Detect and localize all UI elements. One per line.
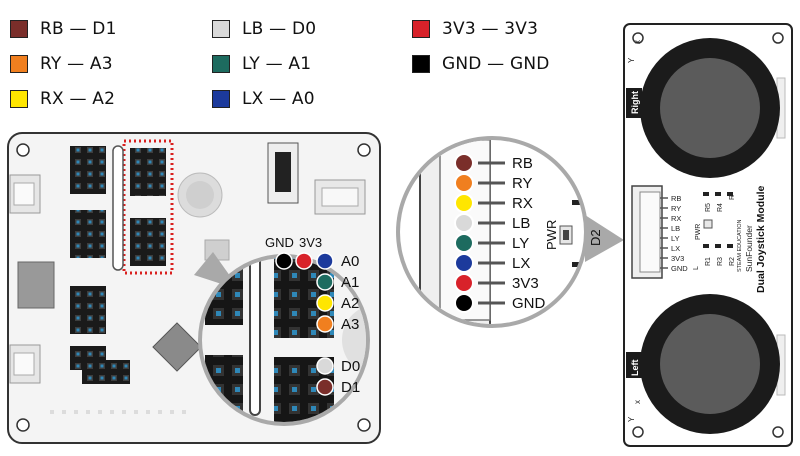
legend-label: 3V3 — 3V3 [442,19,539,39]
module-r1: R1 [705,257,712,266]
module-pwr: PWR [695,224,702,240]
legend-swatch [10,90,28,108]
conn-pwr-label: PWR [544,220,559,250]
left-axis-y: Y [627,416,636,422]
module-brand: SunFounder [744,225,754,272]
pin-3v3-dot [295,252,313,270]
conn-lb-dot [454,213,474,233]
legend-item-gnd: GND — GND [412,53,550,75]
conn-label-3v3: 3V3 [512,275,539,292]
pin-a1-dot [316,273,334,291]
legend-swatch [10,55,28,73]
left-tab-label: Left [630,360,640,377]
legend-label: RB — D1 [40,19,117,39]
module-sub-brand: STEAM EDUCATION [737,220,743,272]
pin-a3-dot [316,315,334,333]
legend-label: LX — A0 [242,89,315,109]
connector-zoom-callout: RB RY RX LB LY LX 3V3 GND PWR D2 [396,136,624,328]
legend-item-rx: RX — A2 [10,88,115,110]
legend-swatch [212,90,230,108]
legend-label: RY — A3 [40,54,113,74]
pin-a0-dot [316,252,334,270]
conn-ry-dot [454,173,474,193]
legend-label: GND — GND [442,54,550,74]
a3-label: A3 [341,316,359,333]
conn-d2-label: D2 [588,229,603,246]
conn-lx-dot [454,253,474,273]
legend-swatch [412,20,430,38]
module-pin-rb: RB [671,194,681,203]
joystick-module: Right x Y Left x Y RB RY RX [623,23,793,447]
module-r2: R2 [729,257,736,266]
conn-label-lx: LX [512,255,530,272]
module-pin-rx: RX [671,214,681,223]
module-pin-gnd: GND [671,264,688,273]
conn-label-ry: RY [512,175,533,192]
conn-label-rb: RB [512,155,533,172]
module-pin-3v3: 3V3 [671,254,684,263]
conn-label-lb: LB [512,215,530,232]
pin-d1-dot [316,378,334,396]
legend-swatch [212,20,230,38]
board-zoom-callout: GND 3V3 A0 A1 A2 A3 D0 D1 [194,235,370,426]
conn-3v3-dot [454,273,474,293]
legend-item-rb: RB — D1 [10,18,117,40]
conn-label-rx: RX [512,195,533,212]
conn-rb-dot [454,153,474,173]
module-pin-ry: RY [671,204,681,213]
legend-item-lx: LX — A0 [212,88,315,110]
legend-item-ly: LY — A1 [212,53,311,75]
legend-item-3v3: 3V3 — 3V3 [412,18,538,40]
legend-swatch [10,20,28,38]
gnd-label: GND [265,235,294,250]
a1-label: A1 [341,274,359,291]
legend-label: LB — D0 [242,19,317,39]
conn-label-ly: LY [512,235,529,252]
module-r4: R4 [717,203,724,212]
pin-gnd-dot [275,252,293,270]
conn-ly-dot [454,233,474,253]
module-pin-lb: LB [671,224,680,233]
d1-label: D1 [341,379,360,396]
legend-swatch [412,55,430,73]
left-axis-x: x [633,400,642,404]
module-l: L [693,266,700,270]
module-pin-lx: LX [671,244,680,253]
conn-rx-dot [454,193,474,213]
module-r: R [729,195,736,200]
a2-label: A2 [341,295,359,312]
d0-label: D0 [341,358,360,375]
legend-item-ry: RY — A3 [10,53,113,75]
legend-label: RX — A2 [40,89,116,109]
module-pin-ly: LY [671,234,680,243]
module-r5: R5 [705,203,712,212]
module-title: Dual Joystick Module [755,185,767,293]
legend-label: LY — A1 [242,54,312,74]
module-r3: R3 [717,257,724,266]
a0-label: A0 [341,253,359,270]
3v3-label: 3V3 [299,235,322,250]
right-axis-y: Y [627,57,636,63]
legend-swatch [212,55,230,73]
pin-a2-dot [316,294,334,312]
pin-d0-dot [316,357,334,375]
legend-item-lb: LB — D0 [212,18,316,40]
conn-gnd-dot [454,293,474,313]
right-axis-x: x [633,40,642,44]
conn-label-gnd: GND [512,295,546,312]
right-tab-label: Right [630,91,640,114]
